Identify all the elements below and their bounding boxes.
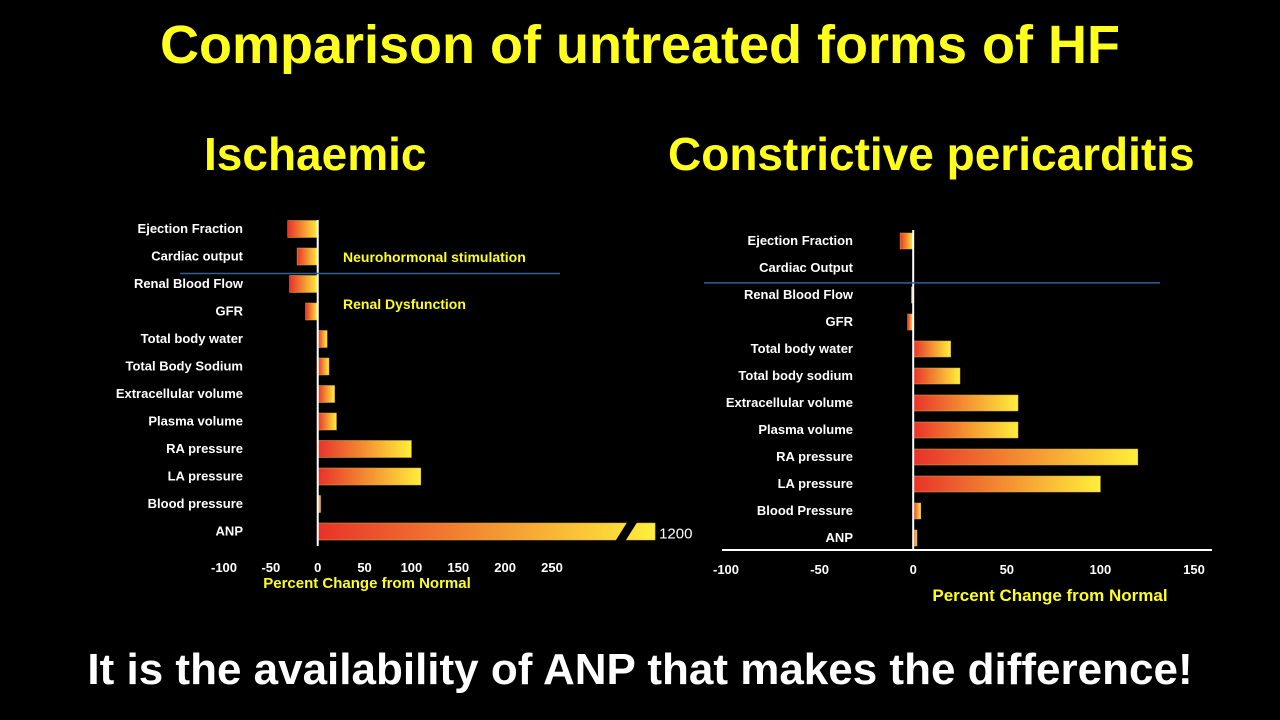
ischaemic-chart-title: Ischaemic — [204, 128, 427, 180]
category-label-blood-pressure: Blood Pressure — [757, 503, 853, 518]
x-axis-title: Percent Change from Normal — [263, 575, 471, 592]
category-label-blood-pressure: Blood pressure — [148, 496, 243, 511]
category-label-ejection-fraction: Ejection Fraction — [138, 221, 244, 236]
category-label-anp: ANP — [826, 530, 854, 545]
bar-total-body-sodium — [912, 367, 961, 385]
x-tick-label: 200 — [494, 560, 516, 575]
slide-title: Comparison of untreated forms of HF — [159, 15, 1121, 75]
category-label-la-pressure: LA pressure — [168, 469, 243, 484]
category-label-plasma-volume: Plasma volume — [148, 414, 243, 429]
x-tick-label: 0 — [910, 562, 917, 577]
x-tick-label: 50 — [357, 560, 371, 575]
x-tick-label: -100 — [713, 562, 739, 577]
x-tick-label: 100 — [401, 560, 423, 575]
slide-footer-message: It is the availability of ANP that makes… — [87, 645, 1193, 694]
x-tick-label: 100 — [1090, 562, 1112, 577]
category-label-cardiac-output: Cardiac Output — [759, 260, 854, 275]
bar-blood-pressure — [912, 502, 921, 520]
category-label-ra-pressure: RA pressure — [776, 449, 853, 464]
category-label-total-body-water: Total body water — [141, 331, 243, 346]
annotation-renal-dysfunction: Renal Dysfunction — [343, 296, 466, 312]
x-tick-label: 50 — [1000, 562, 1014, 577]
x-tick-label: 250 — [541, 560, 563, 575]
category-label-extracellular-volume: Extracellular volume — [726, 395, 853, 410]
category-label-la-pressure: LA pressure — [778, 476, 853, 491]
category-label-renal-blood-flow: Renal Blood Flow — [134, 276, 244, 291]
x-axis-title: Percent Change from Normal — [932, 586, 1167, 605]
x-tick-label: -100 — [211, 560, 237, 575]
bar-la-pressure — [912, 475, 1101, 493]
category-label-plasma-volume: Plasma volume — [758, 422, 853, 437]
category-label-total-body-sodium: Total Body Sodium — [126, 359, 243, 374]
bar-value-label-anp: 1200 — [659, 526, 692, 543]
annotation-neurohormonal-stimulation: Neurohormonal stimulation — [343, 249, 526, 265]
category-label-anp: ANP — [216, 524, 244, 539]
category-label-total-body-sodium: Total body sodium — [738, 368, 853, 383]
category-label-total-body-water: Total body water — [751, 341, 853, 356]
category-label-extracellular-volume: Extracellular volume — [116, 386, 243, 401]
bar-ra-pressure — [912, 448, 1139, 466]
x-tick-label: 150 — [447, 560, 469, 575]
bar-plasma-volume — [912, 421, 1019, 439]
bar-break-mark — [615, 522, 638, 541]
bar-ejection-fraction — [899, 232, 914, 250]
x-tick-label: -50 — [810, 562, 829, 577]
x-tick-label: 150 — [1183, 562, 1205, 577]
category-label-renal-blood-flow: Renal Blood Flow — [744, 287, 854, 302]
category-label-cardiac-output: Cardiac output — [151, 249, 243, 264]
x-tick-label: 0 — [314, 560, 321, 575]
category-label-ejection-fraction: Ejection Fraction — [748, 233, 854, 248]
bar-extracellular-volume — [912, 394, 1019, 412]
x-tick-label: -50 — [261, 560, 280, 575]
category-label-gfr: GFR — [826, 314, 854, 329]
category-label-gfr: GFR — [216, 304, 244, 319]
category-label-ra-pressure: RA pressure — [166, 441, 243, 456]
bar-total-body-water — [912, 340, 951, 358]
constrictive-chart-title: Constrictive pericarditis — [668, 128, 1195, 180]
